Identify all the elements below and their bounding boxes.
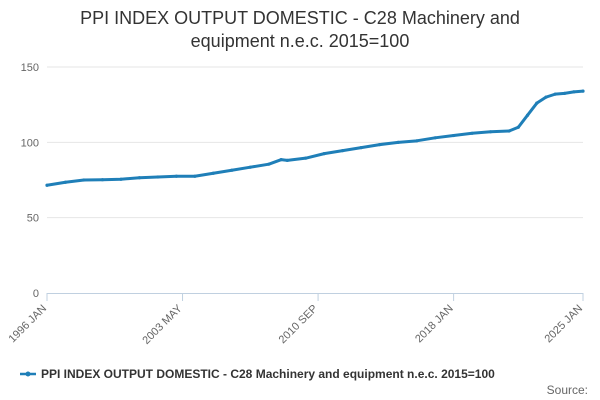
series-point-0-22: [433, 136, 437, 140]
series-point-0-24: [470, 131, 474, 135]
series-point-0-34: [581, 89, 585, 93]
x-axis: 1996 JAN 2003 MAY 2010 SEP 2018 JAN 2025 JAN: [6, 293, 585, 347]
series-point-0-1: [63, 180, 68, 184]
series-point-0-4: [119, 177, 123, 181]
series-point-0-12: [267, 162, 271, 166]
legend-swatch-marker: [25, 371, 31, 377]
series-point-0-20: [396, 140, 400, 144]
source-label: Source:: [547, 383, 588, 397]
x-tick-label-2: 2010 SEP: [277, 303, 321, 347]
series-point-0-8: [193, 174, 197, 178]
series-point-0-19: [378, 142, 382, 147]
x-tick-label-0: 1996 JAN: [6, 303, 49, 346]
series-point-0-26: [507, 129, 511, 133]
chart-title-line-1: PPI INDEX OUTPUT DOMESTIC - C28 Machiner…: [80, 8, 520, 28]
series-point-0-5: [137, 176, 142, 180]
y-tick-label-50: 50: [27, 213, 39, 225]
chart-title-line-2: equipment n.e.c. 2015=100: [191, 31, 410, 51]
series-point-0-2: [82, 178, 86, 182]
series-point-0-30: [544, 95, 548, 99]
series-point-0-9: [211, 171, 215, 175]
series-point-0-11: [248, 165, 252, 169]
series-point-0-31: [553, 92, 557, 96]
legend-label: PPI INDEX OUTPUT DOMESTIC - C28 Machiner…: [41, 367, 495, 381]
series-point-0-13: [279, 158, 283, 162]
series-point-0-7: [174, 174, 178, 178]
series-point-0-18: [359, 146, 363, 150]
x-tick-label-1: 2003 MAY: [140, 302, 185, 347]
series-point-0-29: [535, 101, 539, 105]
series-point-0-17: [341, 149, 345, 153]
series-layer: [45, 89, 585, 187]
legend[interactable]: PPI INDEX OUTPUT DOMESTIC - C28 Machiner…: [20, 367, 495, 381]
series-point-0-28: [525, 113, 530, 117]
series-point-0-0: [45, 183, 49, 187]
y-tick-label-150: 150: [21, 62, 39, 74]
series-point-0-27: [516, 125, 520, 129]
series-point-0-16: [322, 152, 326, 156]
series-point-0-33: [572, 90, 576, 94]
series-point-0-6: [156, 175, 160, 179]
y-axis-tick-labels: 0 50 100 150: [21, 62, 39, 300]
series-point-0-23: [452, 133, 456, 138]
series-point-0-3: [100, 178, 105, 182]
x-tick-label-3: 2018 JAN: [413, 303, 456, 346]
y-tick-label-100: 100: [21, 137, 39, 149]
series-point-0-14: [285, 158, 289, 163]
series-line-0[interactable]: [45, 89, 585, 187]
series-point-0-25: [488, 130, 493, 134]
series-point-0-15: [304, 156, 308, 160]
series-point-0-32: [562, 91, 567, 95]
series-point-0-21: [415, 139, 419, 143]
x-tick-label-4: 2025 JAN: [542, 303, 585, 346]
y-tick-label-0: 0: [33, 288, 39, 300]
series-point-0-10: [230, 168, 234, 172]
grid-lines: [47, 66, 583, 219]
